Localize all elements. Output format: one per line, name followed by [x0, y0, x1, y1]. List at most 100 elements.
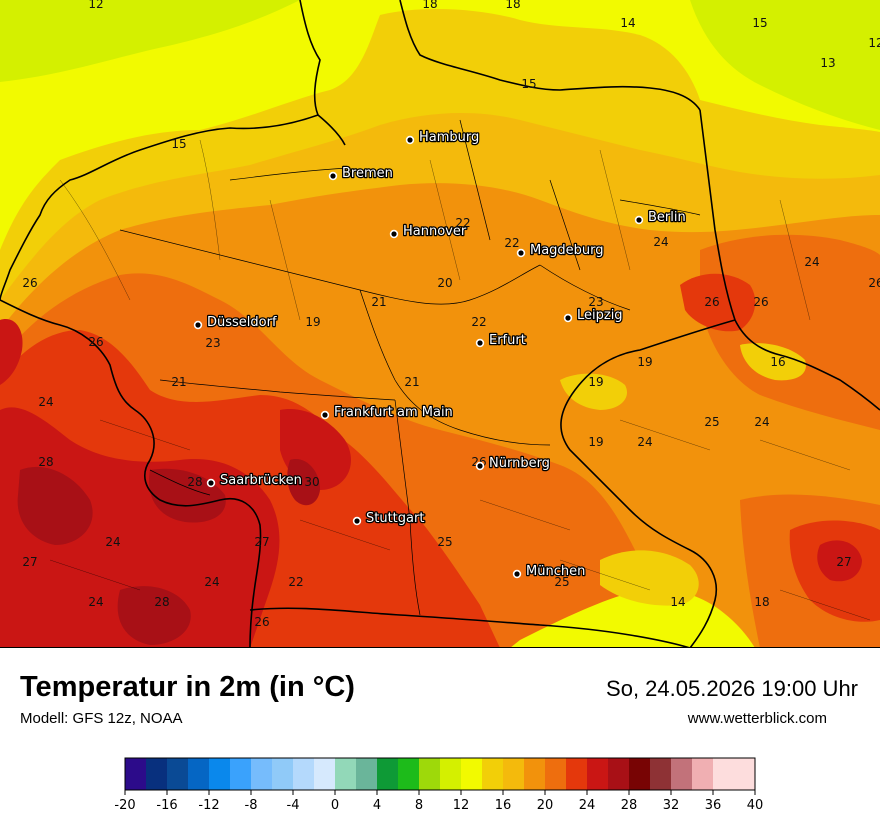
isotherm-label: 12	[88, 0, 103, 11]
isotherm-label: 14	[670, 595, 685, 609]
city-dot	[320, 410, 330, 420]
colorbar-swatch	[356, 758, 378, 790]
city-label: Berlin	[648, 210, 686, 225]
isotherm-label: 21	[404, 375, 419, 389]
colorbar-swatch	[125, 758, 147, 790]
city-marker: Leipzig	[563, 307, 624, 324]
city-marker: Erfurt	[475, 332, 527, 349]
city-label: Bremen	[342, 166, 393, 181]
city-dot	[563, 313, 573, 323]
city-label: Hannover	[403, 224, 467, 239]
isotherm-label: 18	[422, 0, 437, 11]
district-borders	[49, 139, 871, 621]
colorbar-swatch	[188, 758, 210, 790]
isotherm-label: 25	[554, 575, 569, 589]
isotherm-label: 12	[868, 36, 880, 50]
city-marker: München	[512, 563, 587, 580]
borders	[0, 0, 880, 647]
city-dot	[475, 461, 485, 471]
zone-28-30-saar	[149, 468, 226, 523]
zone-12-14	[0, 0, 300, 82]
colorbar-swatch	[587, 758, 609, 790]
zone-24-26-east	[680, 273, 756, 332]
isotherm-label: 24	[653, 235, 668, 249]
zone-28-30	[17, 466, 93, 545]
website-link[interactable]: www.wetterblick.com	[687, 710, 827, 727]
city-dot	[634, 215, 644, 225]
isotherm-label: 21	[171, 375, 186, 389]
colorbar-swatch	[524, 758, 546, 790]
city-label: München	[526, 564, 585, 579]
isotherm-label: 22	[288, 575, 303, 589]
isotherm-label: 24	[105, 535, 120, 549]
city-label: Hamburg	[419, 130, 479, 145]
isotherm-label: 24	[804, 255, 819, 269]
colorbar-swatch	[566, 758, 588, 790]
city-dot	[193, 320, 203, 330]
zone-16-18-harz	[560, 373, 628, 410]
isotherm-label: 19	[305, 315, 320, 329]
isotherm-label: 23	[588, 295, 603, 309]
isotherm-label: 22	[504, 236, 519, 250]
colorbar-swatch	[545, 758, 567, 790]
isotherm-label: 28	[154, 595, 169, 609]
city-dot	[328, 171, 338, 181]
colorbar-swatch	[734, 758, 755, 790]
colorbar-tick-label: -20	[114, 798, 135, 813]
city-marker: Hannover	[389, 223, 468, 240]
city-label: Leipzig	[577, 308, 623, 323]
city-label: Saarbrücken	[220, 473, 302, 488]
isotherm-label: 22	[471, 315, 486, 329]
isotherm-label: 24	[204, 575, 219, 589]
city-marker: Saarbrücken	[206, 472, 303, 489]
isotherm-label: 19	[588, 435, 603, 449]
isotherm-label: 27	[836, 555, 851, 569]
city-dot	[516, 248, 526, 258]
temperature-map: 12 18 18 14 15 12 13 15 15 22 22 24 24 20 26 26 21 19 22 23…	[0, 0, 880, 648]
isotherm-label: 27	[22, 555, 37, 569]
map-canvas: 12 18 18 14 15 12 13 15 15 22 22 24 24 20 26 26 21 19 22 23…	[0, 0, 880, 647]
colorbar-legend: -20 -16 -12 -8 -4 0 4 8 12 16 20 24 28 32 36 40	[0, 750, 880, 830]
colorbar-swatch	[482, 758, 504, 790]
zone-28-30-rhine	[287, 459, 320, 506]
colorbar-tick-label: 28	[621, 798, 638, 813]
colorbar-tick-label: 32	[663, 798, 680, 813]
forecast-datetime: So, 24.05.2026 19:00 Uhr	[606, 676, 858, 701]
city-marker: Frankfurt am Main	[320, 404, 454, 421]
city-marker: Berlin	[634, 209, 687, 226]
colorbar-tick-label: -16	[156, 798, 177, 813]
isotherm-label: 18	[754, 595, 769, 609]
colorbar-swatch	[692, 758, 714, 790]
isotherm-label: 15	[521, 77, 536, 91]
cities: Hamburg Bremen Hannover Berlin Magdeburg Düss…	[193, 129, 687, 580]
colorbar-swatch	[503, 758, 525, 790]
zone-14-16-alps	[511, 588, 755, 647]
colorbar-tick-label: 40	[747, 798, 764, 813]
city-label: Erfurt	[489, 333, 526, 348]
colorbar-swatch	[461, 758, 483, 790]
zone-26-28-nw	[0, 319, 23, 385]
isotherm-label: 28	[38, 455, 53, 469]
model-info: Modell: GFS 12z, NOAA	[20, 710, 183, 727]
isotherm-label: 21	[371, 295, 386, 309]
colorbar-tick-label: 36	[705, 798, 722, 813]
isotherm-label: 25	[704, 415, 719, 429]
colorbar-swatch	[650, 758, 672, 790]
isotherm-label: 28	[187, 475, 202, 489]
colorbar-tick-label: -4	[287, 798, 300, 813]
isotherm-label: 26	[753, 295, 768, 309]
city-marker: Düsseldorf	[193, 314, 278, 331]
isotherm-label: 24	[754, 415, 769, 429]
colorbar-tick-label: 20	[537, 798, 554, 813]
colorbar-tick-label: 24	[579, 798, 596, 813]
city-dot	[352, 516, 362, 526]
zone-28-30-sw	[117, 586, 191, 645]
colorbar: -20 -16 -12 -8 -4 0 4 8 12 16 20 24 28 32 36 40	[114, 757, 764, 813]
colorbar-swatch	[293, 758, 315, 790]
colorbar-tick-label: 0	[331, 798, 339, 813]
isotherm-label: 26	[704, 295, 719, 309]
isotherm-label: 26	[868, 276, 880, 290]
isotherm-labels: 12 18 18 14 15 12 13 15 15 22 22 24 24 20 26 26 21 19 22 23…	[22, 0, 880, 629]
city-marker: Hamburg	[405, 129, 481, 146]
colorbar-swatch	[251, 758, 273, 790]
